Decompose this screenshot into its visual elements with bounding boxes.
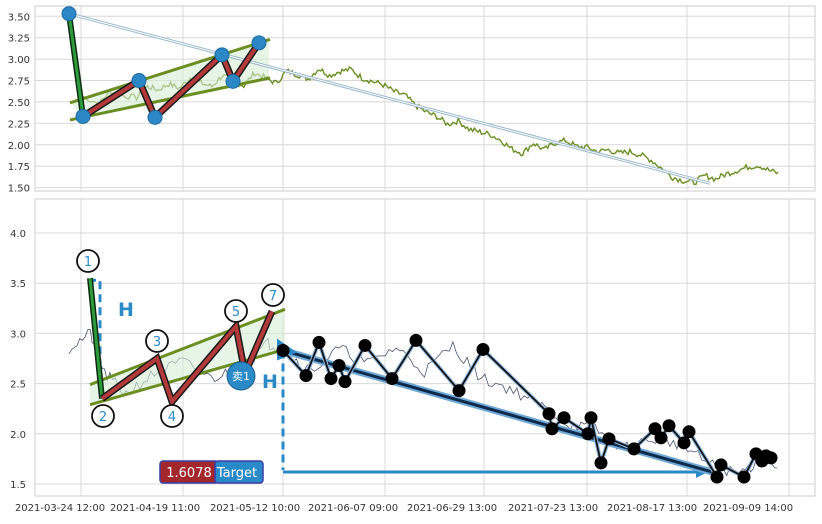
top-pivot-4	[214, 47, 230, 63]
pivot-dot-21	[662, 419, 676, 433]
top-pivot-2	[131, 73, 147, 89]
top-zigzag	[81, 41, 261, 121]
x-tick-label: 2021-04-19 11:00	[110, 503, 200, 514]
pivot-dot-13	[557, 411, 571, 425]
pattern-label-1: 1	[84, 255, 92, 270]
top-pivot-1	[75, 108, 91, 124]
bottom-y-tick-label: 4.0	[10, 229, 26, 240]
pivot-dot-2	[312, 335, 326, 349]
x-tick-label: 2021-06-07 09:00	[308, 503, 398, 514]
pattern-label-2: 2	[99, 410, 107, 425]
top-y-tick-label: 3.25	[8, 34, 30, 45]
bottom-y-tick-label: 3.5	[10, 279, 26, 290]
top-leg-green	[67, 13, 85, 117]
pivot-dot-24	[710, 470, 724, 484]
top-y-tick-label: 2.50	[8, 98, 30, 109]
height-label-left: H	[118, 299, 134, 321]
pivot-dot-30	[764, 451, 778, 465]
pattern-label-circle-7	[261, 283, 285, 307]
pivot-dot-16	[594, 456, 608, 470]
x-tick-label: 2021-03-24 12:00	[15, 503, 105, 514]
pivot-dot-17	[602, 432, 616, 446]
x-tick-label: 2021-08-17 13:00	[607, 503, 697, 514]
top-y-tick-label: 3.00	[8, 55, 30, 66]
top-y-tick-label: 2.25	[8, 119, 30, 130]
height-label-right: H	[262, 371, 278, 393]
pivot-dot-4	[332, 359, 346, 373]
pivot-dot-22	[677, 436, 691, 450]
top-y-tick-label: 2.75	[8, 77, 30, 88]
top-trend-line-inner	[68, 13, 711, 184]
top-chart-layer	[61, 6, 779, 186]
bottom-y-tick-label: 1.5	[10, 480, 26, 491]
pivot-dot-25	[714, 458, 728, 472]
x-tick-label: 2021-07-23 13:00	[508, 503, 598, 514]
pivot-dot-10	[476, 342, 490, 356]
pivot-dot-23	[682, 425, 696, 439]
bottom-y-tick-label: 2.0	[10, 430, 26, 441]
top-pivot-5	[225, 73, 241, 89]
sell-marker-label: 卖1	[232, 370, 250, 383]
pattern-label-circle-3	[145, 329, 169, 353]
top-pivot-0	[61, 6, 77, 22]
axis-layer: 3.50 3.25 3.00 2.75 2.50 2.25 2.00 1.75 1.50 4.0 3…	[8, 12, 793, 514]
price-badge-text: 1.6078	[166, 466, 212, 481]
pattern-label-5: 5	[232, 305, 240, 320]
pivot-dot-0	[276, 343, 290, 357]
bottom-trend-inner	[282, 349, 713, 474]
pivot-dot-8	[409, 333, 423, 347]
top-channel-upper	[69, 37, 271, 105]
pivot-dot-15	[584, 411, 598, 425]
pivot-dot-18	[627, 442, 641, 456]
pattern-label-3: 3	[153, 335, 161, 350]
pivot-dot-7	[385, 372, 399, 386]
bottom-leg-green	[88, 278, 104, 399]
top-y-tick-label: 1.50	[8, 184, 30, 195]
pivot-dot-14	[581, 427, 595, 441]
pattern-label-circle-1	[76, 249, 100, 273]
bottom-zigzag	[100, 310, 274, 406]
pivot-dot-5	[338, 375, 352, 389]
pivot-dot-26	[737, 470, 751, 484]
pivot-dot-3	[324, 372, 338, 386]
target-badge: Target	[214, 460, 264, 484]
price-badge: 1.6078	[159, 460, 219, 484]
pivot-dot-20	[654, 431, 668, 445]
top-y-tick-label: 1.75	[8, 162, 30, 173]
pivot-dot-11	[542, 407, 556, 421]
pattern-label-4: 4	[168, 410, 176, 425]
x-tick-label: 2021-05-12 10:00	[210, 503, 300, 514]
bottom-channel-upper	[89, 307, 286, 387]
target-badge-text: Target	[216, 466, 257, 481]
pivot-dot-9	[452, 384, 466, 398]
bottom-y-tick-label: 2.5	[10, 380, 26, 391]
pivot-dot-1	[299, 369, 313, 383]
pattern-label-circle-5	[224, 299, 248, 323]
top-y-tick-label: 2.00	[8, 141, 30, 152]
sell-marker	[226, 361, 256, 391]
x-tick-label: 2021-09-09 14:00	[703, 503, 793, 514]
pattern-label-7: 7	[269, 289, 277, 304]
top-pivot-6	[251, 35, 267, 51]
pivot-dot-12	[545, 422, 559, 436]
top-pivot-3	[147, 109, 163, 125]
pattern-label-circle-2	[91, 404, 115, 428]
pivot-dot-6	[358, 338, 372, 352]
pattern-label-circle-4	[160, 404, 184, 428]
bottom-chart-layer: 1 2 3 4 5 7 卖1	[68, 249, 778, 484]
bottom-y-tick-label: 3.0	[10, 329, 26, 340]
top-y-tick-label: 3.50	[8, 12, 30, 23]
x-tick-label: 2021-06-29 13:00	[407, 503, 497, 514]
